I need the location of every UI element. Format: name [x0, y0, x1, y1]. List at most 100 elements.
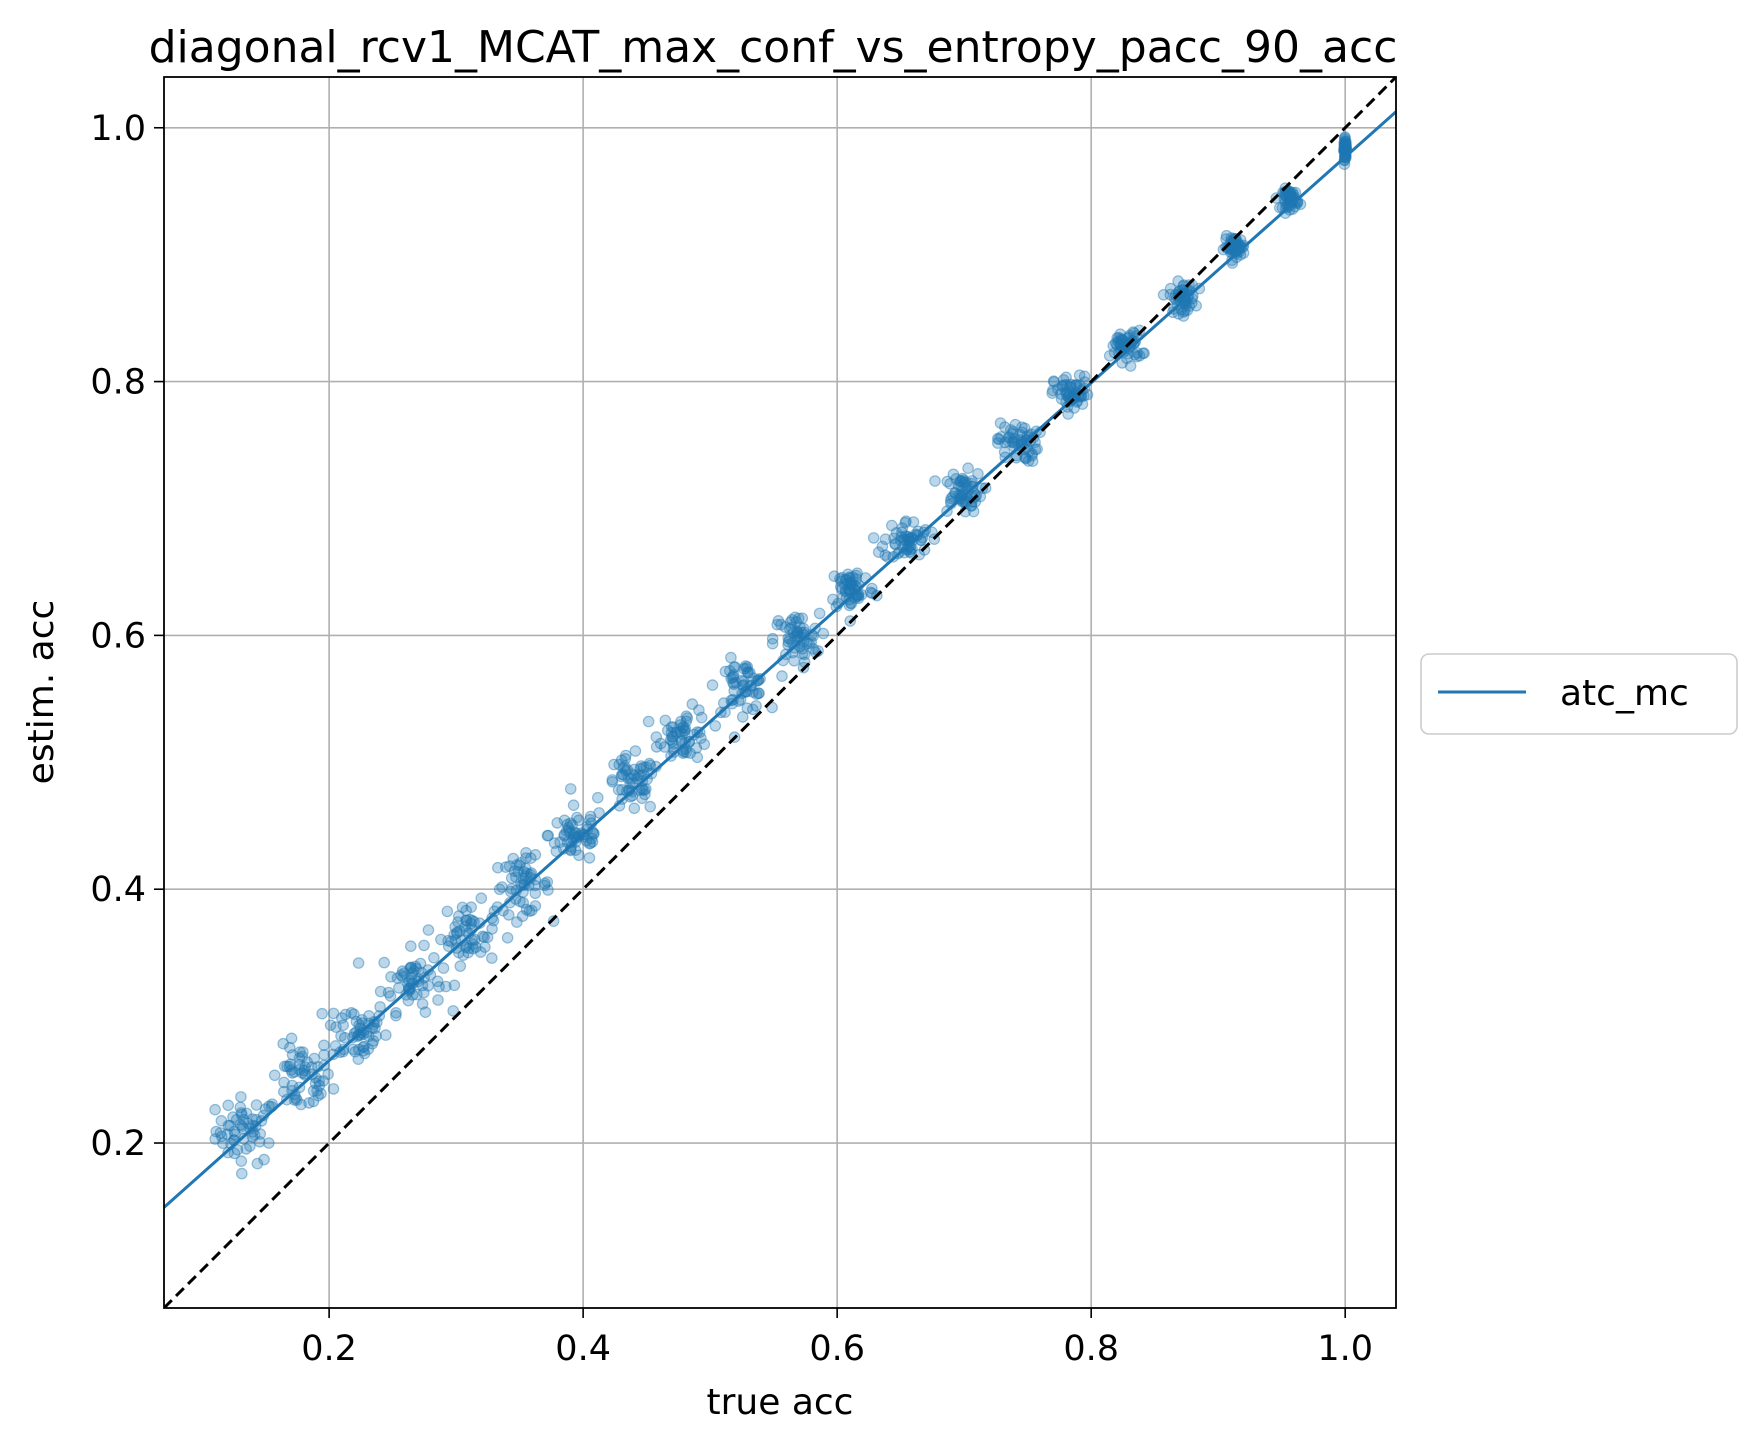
data-point: [541, 876, 554, 888]
data-point: [626, 768, 639, 781]
data-point: [452, 946, 465, 959]
data-point: [775, 618, 787, 631]
data-point: [888, 532, 900, 545]
data-point: [889, 537, 902, 550]
data-point: [496, 881, 508, 893]
legend-frame: [1420, 653, 1738, 735]
y-tick-label: 0.8: [90, 363, 146, 403]
data-point: [357, 1041, 369, 1053]
data-point: [560, 825, 573, 837]
data-point: [1164, 282, 1177, 295]
data-point: [1277, 186, 1289, 199]
data-point: [1338, 144, 1351, 156]
data-point: [402, 977, 414, 989]
data-point: [828, 570, 841, 582]
data-point: [838, 578, 851, 591]
data-point: [573, 849, 585, 862]
data-point: [608, 758, 620, 771]
data-point: [1058, 379, 1070, 391]
data-point: [288, 1094, 301, 1106]
data-point: [669, 726, 682, 739]
data-point: [460, 914, 472, 927]
data-point: [422, 964, 434, 976]
data-point: [1031, 443, 1043, 455]
data-point: [463, 942, 475, 955]
data-point: [1137, 347, 1149, 360]
data-point: [329, 1040, 342, 1052]
data-point: [330, 1021, 342, 1033]
data-point: [617, 762, 630, 774]
data-point: [1009, 418, 1022, 431]
data-point: [741, 666, 754, 678]
data-point: [1109, 337, 1122, 349]
data-point: [291, 1094, 303, 1106]
data-point: [677, 722, 689, 734]
y-axis-label: estim. acc: [21, 600, 62, 785]
data-point: [955, 475, 968, 488]
data-point: [396, 965, 409, 977]
data-point: [1339, 138, 1352, 151]
data-point: [453, 925, 466, 937]
data-point: [416, 979, 429, 992]
data-point: [583, 852, 596, 864]
x-tick-label: 0.6: [809, 1329, 865, 1369]
data-point: [782, 632, 794, 644]
data-point: [308, 1052, 321, 1065]
data-point: [215, 1115, 228, 1127]
data-point: [960, 476, 972, 488]
data-point: [367, 1035, 380, 1047]
data-point: [727, 676, 739, 689]
data-point: [1127, 326, 1139, 338]
data-point: [352, 1053, 365, 1065]
data-point: [993, 433, 1005, 446]
data-point: [338, 1031, 351, 1044]
data-point: [1065, 381, 1077, 393]
data-point: [1081, 388, 1094, 401]
data-point: [503, 860, 516, 872]
data-point: [352, 957, 365, 969]
data-point: [835, 575, 847, 587]
data-point: [844, 583, 856, 595]
data-point: [1117, 334, 1130, 347]
data-point: [390, 1006, 402, 1019]
data-point: [619, 752, 632, 765]
data-point: [677, 721, 689, 733]
data-point: [698, 738, 711, 751]
data-point: [1176, 288, 1188, 300]
data-point: [293, 1063, 306, 1076]
data-point: [296, 1050, 309, 1063]
data-point: [1114, 328, 1126, 340]
data-point: [945, 492, 957, 505]
x-tick-label: 0.4: [555, 1329, 611, 1369]
data-point: [813, 607, 826, 620]
data-point: [324, 1019, 337, 1031]
data-point: [1133, 349, 1146, 362]
data-point: [631, 772, 643, 785]
data-point: [234, 1101, 247, 1114]
data-point: [789, 630, 801, 643]
data-point: [1114, 337, 1126, 350]
data-point: [901, 530, 914, 543]
data-point: [562, 824, 575, 836]
data-point: [529, 873, 542, 886]
data-point: [783, 633, 796, 645]
data-point: [1338, 137, 1350, 150]
data-point: [725, 651, 737, 664]
data-point: [580, 834, 593, 847]
data-point: [790, 625, 803, 637]
data-point: [954, 475, 967, 487]
data-point: [467, 942, 479, 955]
data-point: [1019, 451, 1031, 463]
data-point: [318, 1049, 330, 1061]
data-point: [1023, 445, 1035, 458]
data-point: [1338, 139, 1351, 151]
data-point: [999, 436, 1011, 449]
data-point: [525, 904, 538, 917]
legend: atc_mc: [1420, 653, 1738, 735]
data-point: [1190, 299, 1202, 312]
data-point: [551, 817, 563, 829]
data-point: [419, 1006, 432, 1018]
data-point: [1052, 383, 1064, 395]
data-point: [286, 1079, 299, 1092]
x-tick-label: 0.2: [301, 1329, 357, 1369]
